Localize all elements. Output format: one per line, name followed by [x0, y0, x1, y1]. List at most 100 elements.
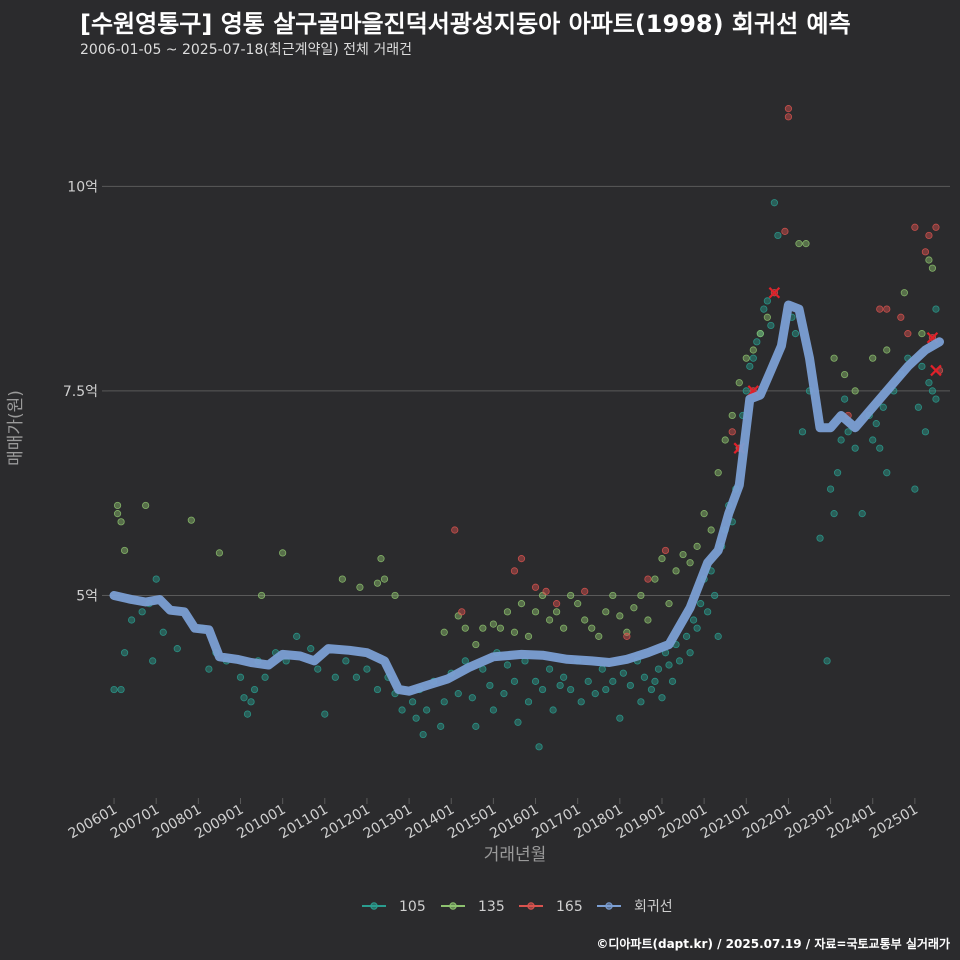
- data-point-165: [897, 313, 905, 321]
- data-point-105: [486, 681, 494, 690]
- data-point-165: [932, 223, 940, 231]
- data-point-105: [342, 657, 350, 665]
- data-point-105: [363, 665, 371, 673]
- data-point-105: [545, 665, 554, 673]
- data-point-105: [373, 685, 382, 694]
- data-point-135: [658, 555, 666, 563]
- data-point-135: [721, 436, 729, 444]
- data-point-135: [795, 240, 803, 248]
- data-point-105: [626, 681, 634, 690]
- data-point-135: [763, 313, 771, 321]
- data-point-135: [257, 591, 266, 600]
- data-point-165: [510, 567, 519, 575]
- data-point-105: [398, 706, 406, 714]
- data-point-105: [654, 665, 663, 673]
- data-point-135: [479, 624, 487, 632]
- data-point-105: [602, 685, 610, 694]
- data-point-135: [461, 624, 469, 632]
- data-point-105: [205, 665, 213, 673]
- data-point-105: [693, 624, 701, 632]
- data-point-105: [658, 694, 666, 702]
- data-point-135: [373, 579, 382, 587]
- data-point-105: [837, 436, 845, 444]
- data-point-135: [279, 549, 287, 557]
- data-point-135: [496, 624, 505, 632]
- data-point-105: [697, 600, 705, 608]
- data-point-135: [851, 387, 859, 395]
- data-point-105: [823, 657, 831, 665]
- data-point-105: [159, 628, 167, 636]
- data-point-105: [753, 338, 761, 346]
- data-point-165: [623, 632, 631, 640]
- data-point-105: [668, 677, 677, 685]
- highlight-markers: [733, 286, 942, 454]
- y-tick-label: 7.5억: [63, 384, 98, 400]
- data-point-105: [567, 685, 575, 694]
- data-point-165: [644, 575, 652, 583]
- data-point-135: [900, 289, 908, 297]
- data-point-135: [616, 612, 624, 620]
- data-point-135: [735, 379, 743, 387]
- highlight-marker: [930, 364, 942, 377]
- data-point-105: [774, 231, 782, 240]
- data-point-105: [152, 575, 160, 583]
- data-point-105: [149, 657, 157, 665]
- regression-line: [109, 300, 944, 696]
- data-point-105: [932, 305, 940, 313]
- data-point-105: [858, 510, 866, 518]
- data-point-105: [798, 428, 807, 436]
- data-point-105: [714, 632, 722, 640]
- legend: 105 135 165 회귀선: [362, 899, 673, 915]
- data-point-165: [728, 428, 736, 436]
- data-point-105: [760, 305, 768, 313]
- data-point-105: [830, 510, 838, 518]
- data-point-165: [581, 587, 589, 595]
- data-point-135: [802, 240, 810, 248]
- data-point-105: [117, 685, 125, 694]
- data-point-135: [749, 346, 757, 354]
- data-point-105: [711, 591, 719, 600]
- data-point-135: [925, 256, 933, 264]
- data-point-135: [581, 616, 589, 624]
- data-point-105: [647, 685, 656, 694]
- data-point-105: [876, 444, 884, 452]
- data-point-105: [556, 681, 564, 690]
- credit-text: ©디아파트(dapt.kr) / 2025.07.19 / 자료=국토교통부 실…: [596, 937, 950, 951]
- data-point-135: [440, 628, 448, 636]
- data-point-165: [784, 113, 793, 121]
- data-point-165: [911, 223, 919, 231]
- data-point-135: [120, 546, 129, 555]
- data-point-105: [665, 661, 673, 669]
- data-point-105: [872, 420, 880, 428]
- data-point-105: [412, 714, 420, 722]
- data-point-105: [510, 677, 519, 685]
- legend-label: 105: [399, 899, 426, 915]
- data-point-105: [240, 694, 248, 702]
- data-point-135: [630, 604, 638, 612]
- data-point-105: [584, 677, 592, 685]
- data-point-135: [560, 624, 568, 632]
- data-point-135: [524, 632, 533, 640]
- data-point-105: [314, 665, 322, 673]
- data-point-135: [113, 510, 122, 518]
- data-point-105: [577, 698, 585, 706]
- data-point-105: [841, 395, 849, 403]
- data-point-105: [321, 710, 329, 718]
- data-point-135: [609, 591, 617, 600]
- regression-line-layer: [109, 300, 944, 696]
- data-point-105: [440, 698, 448, 706]
- data-point-165: [781, 227, 789, 235]
- data-point-105: [651, 677, 659, 685]
- data-point-105: [911, 485, 919, 493]
- data-point-105: [921, 428, 930, 436]
- data-point-105: [409, 698, 417, 706]
- data-point-135: [356, 583, 364, 591]
- y-tick-label: 10억: [67, 179, 98, 195]
- data-point-105: [883, 469, 891, 477]
- data-point-105: [524, 698, 533, 706]
- data-point-105: [236, 673, 245, 681]
- data-point-135: [841, 370, 849, 379]
- data-point-105: [791, 330, 800, 338]
- legend-label: 135: [478, 899, 505, 915]
- data-point-165: [883, 305, 891, 313]
